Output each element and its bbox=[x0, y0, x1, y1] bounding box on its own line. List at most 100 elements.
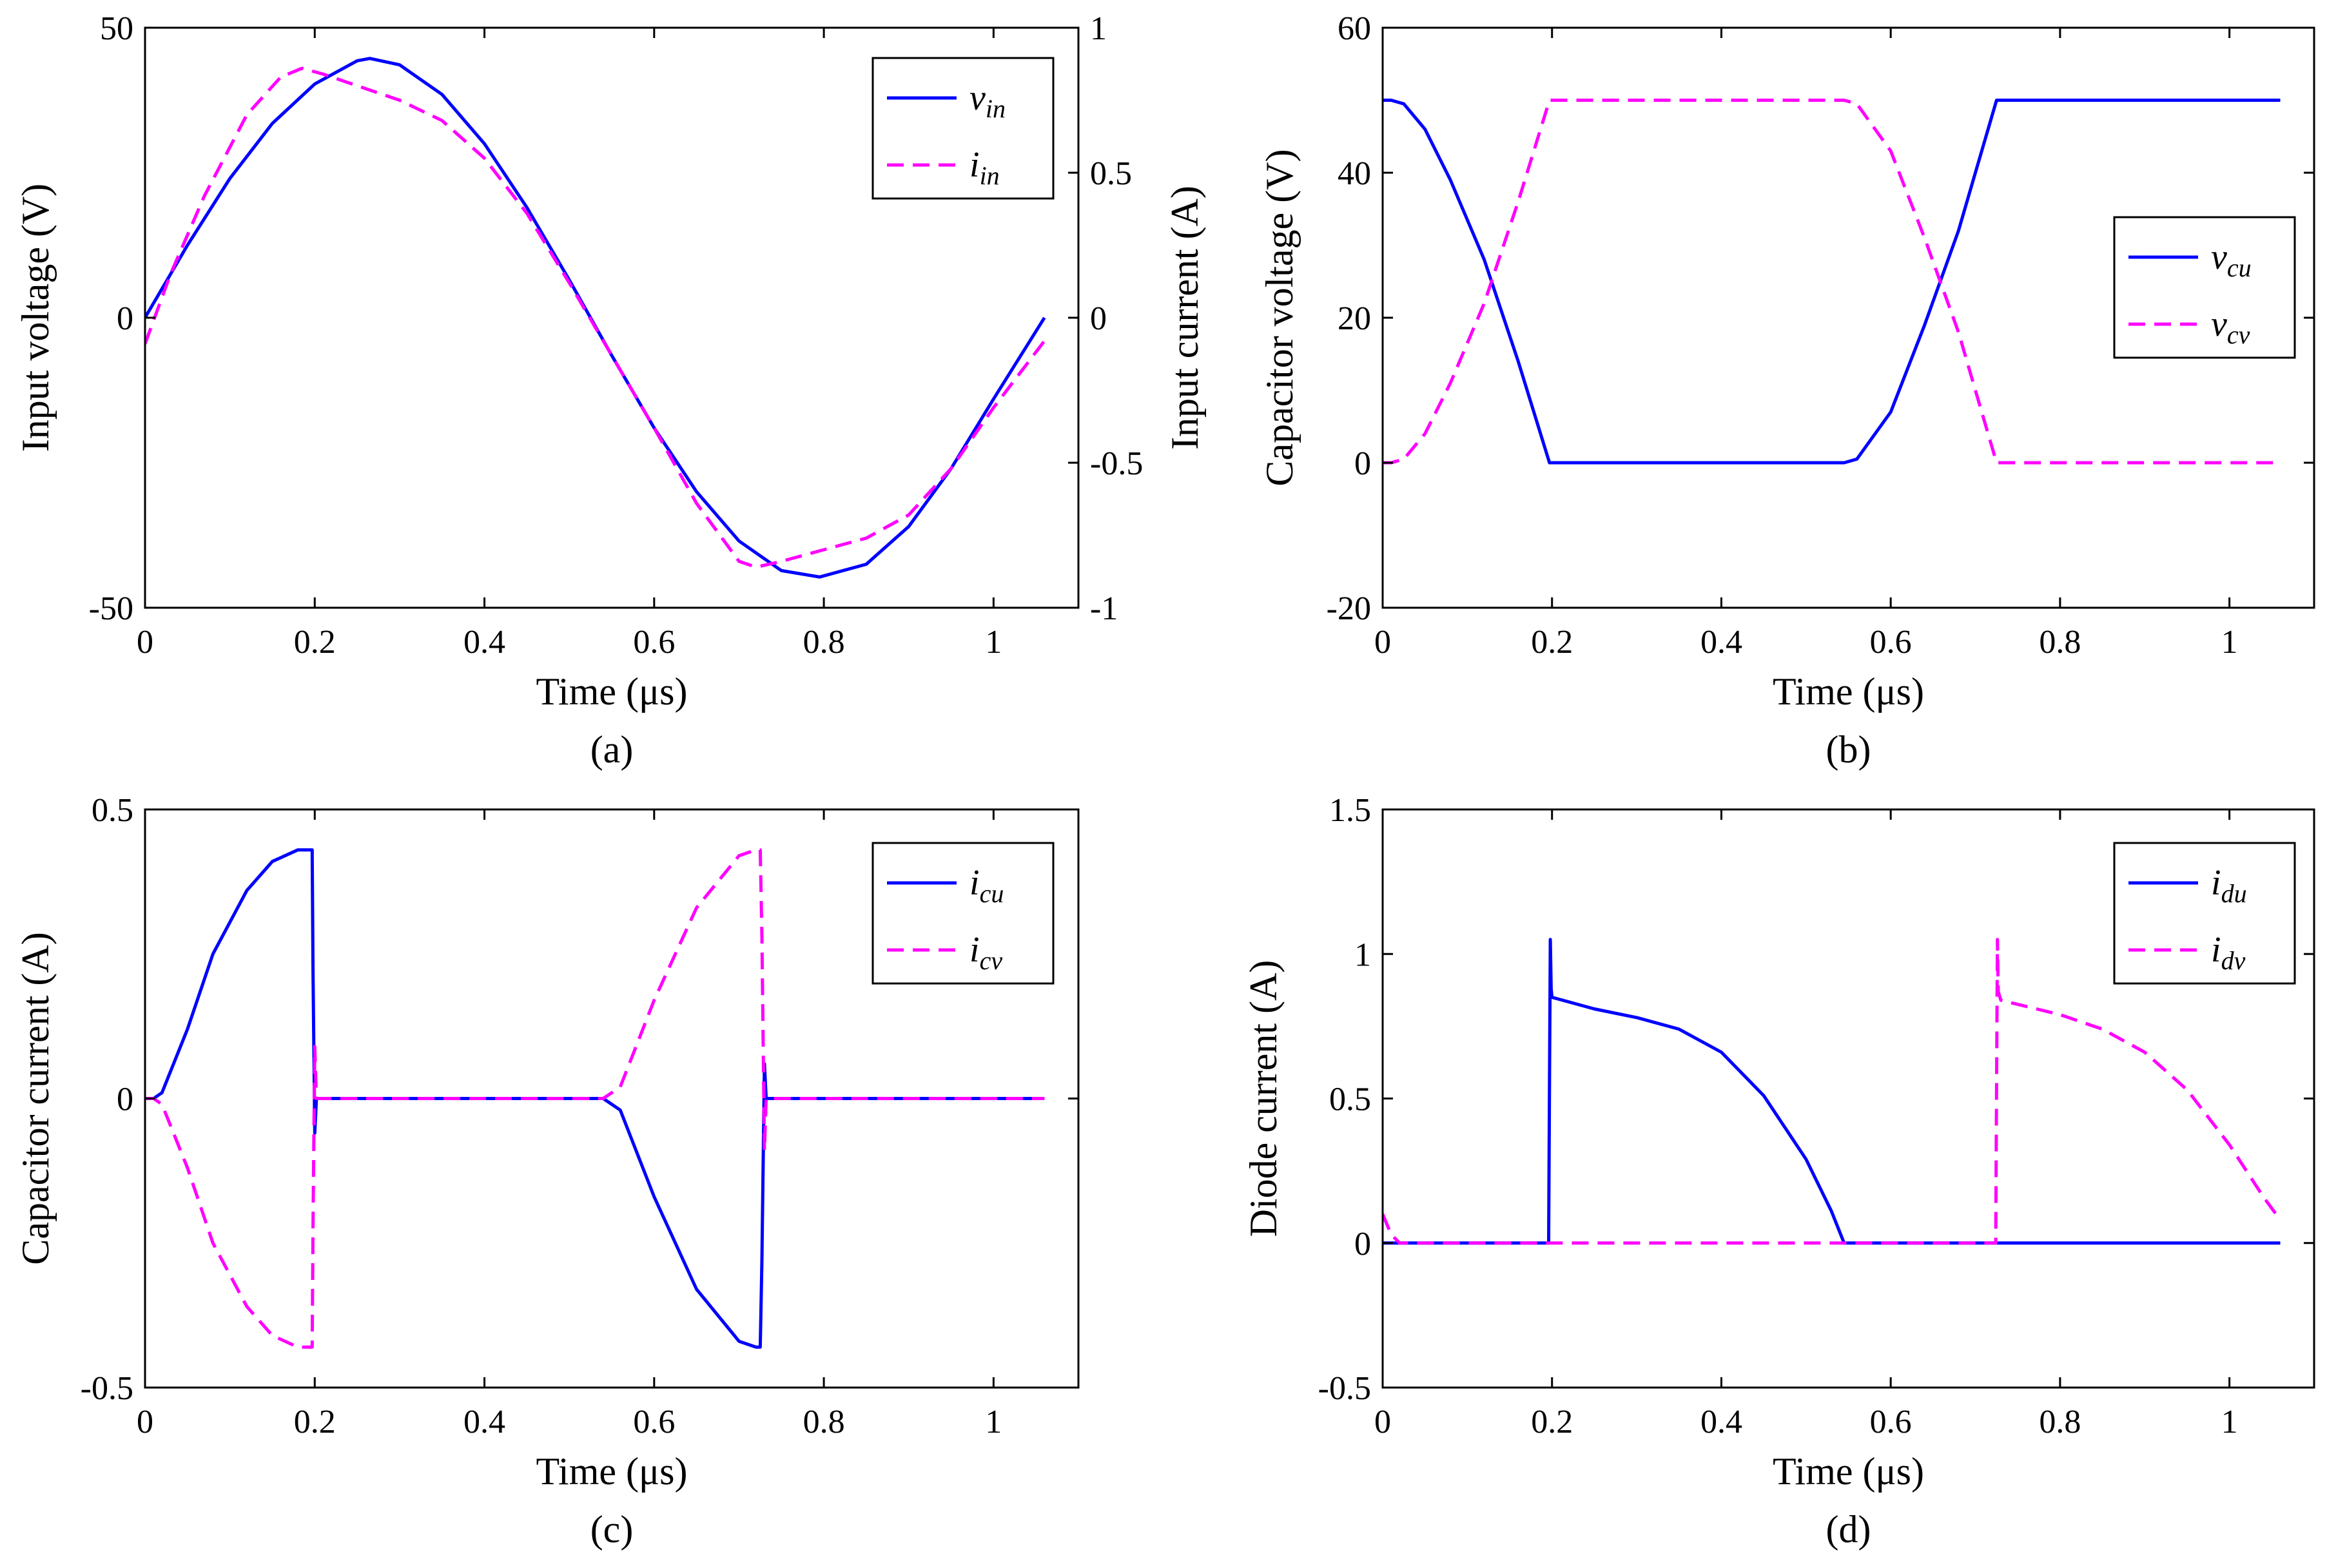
legend-box bbox=[871, 842, 1055, 985]
x-tick-label: 0.2 bbox=[1531, 1404, 1573, 1440]
legend-box bbox=[2113, 842, 2296, 985]
legend-label-i_cu: icu bbox=[969, 863, 1004, 908]
y-axis-label: Capacitor current (A) bbox=[14, 932, 57, 1264]
legend-label-main: i bbox=[969, 930, 980, 970]
y-tick-label: 0.5 bbox=[1329, 1081, 1371, 1118]
y-tick-label: 1.5 bbox=[1329, 792, 1371, 829]
legend-box bbox=[2113, 216, 2296, 359]
series-line-i_cv bbox=[145, 848, 1045, 1349]
series-line-i_in bbox=[145, 66, 1046, 569]
y-tick-label: 1 bbox=[1354, 936, 1371, 973]
y-tick-label: -0.5 bbox=[1318, 1370, 1371, 1407]
panel-caption: (c) bbox=[590, 1508, 634, 1551]
legend-label-sub: dv bbox=[2221, 946, 2246, 975]
legend-label-sub: cu bbox=[980, 879, 1004, 908]
x-tick-label: 1 bbox=[985, 1404, 1002, 1440]
x-axis-label: Time (μs) bbox=[536, 670, 688, 713]
y-tick-label: 0 bbox=[1354, 445, 1371, 482]
panel-caption: (b) bbox=[1826, 728, 1871, 771]
x-tick-label: 0.8 bbox=[803, 624, 845, 661]
legend-label-i_cv: icv bbox=[969, 930, 1002, 975]
y-tick-label: -20 bbox=[1327, 590, 1371, 627]
legend-b: vcu vcv bbox=[2113, 216, 2296, 359]
x-tick-label: 1 bbox=[2221, 624, 2238, 661]
series-line-v_cv bbox=[1383, 99, 2281, 465]
y-tick-label: -50 bbox=[89, 590, 133, 627]
legend-label-main: i bbox=[969, 863, 980, 903]
y-tick-label: 0 bbox=[1354, 1226, 1371, 1263]
series-group-a bbox=[145, 57, 1046, 579]
legend-label-i_in: iin bbox=[969, 145, 1000, 190]
x-axis-label: Time (μs) bbox=[536, 1450, 688, 1493]
y-axis-label: Capacitor voltage (V) bbox=[1258, 149, 1301, 486]
legend-label-i_dv: idv bbox=[2211, 930, 2246, 975]
legend-label-main: v bbox=[2211, 237, 2227, 277]
y2-tick-label: -1 bbox=[1090, 590, 1118, 627]
y-tick-label: 20 bbox=[1338, 300, 1371, 337]
legend-label-v_cv: vcv bbox=[2211, 304, 2250, 349]
x-tick-label: 0.6 bbox=[633, 1404, 675, 1440]
y-tick-label: 40 bbox=[1338, 155, 1371, 192]
x-tick-label: 0.8 bbox=[2039, 624, 2081, 661]
y-tick-label: 0 bbox=[117, 300, 133, 337]
x-axis-label: Time (μs) bbox=[1773, 1450, 1924, 1493]
legend-label-sub: cv bbox=[980, 946, 1003, 975]
panel-caption: (d) bbox=[1826, 1508, 1871, 1551]
legend-label-sub: in bbox=[986, 94, 1006, 123]
y2-tick-label: 1 bbox=[1090, 10, 1107, 47]
legend-label-main: v bbox=[969, 78, 986, 118]
legend-label-main: v bbox=[2211, 304, 2227, 344]
y2-tick-label: 0 bbox=[1090, 300, 1107, 337]
y2-tick-label: -0.5 bbox=[1090, 445, 1143, 482]
x-tick-label: 0.4 bbox=[1700, 1404, 1742, 1440]
legend-label-v_in: vin bbox=[969, 78, 1006, 123]
legend-label-i_du: idu bbox=[2211, 863, 2247, 908]
series-line-i_du bbox=[1383, 938, 2281, 1245]
y-tick-label: 0 bbox=[117, 1081, 133, 1118]
x-tick-label: 0.8 bbox=[2039, 1404, 2081, 1440]
x-tick-label: 0.6 bbox=[1870, 624, 1912, 661]
legend-label-main: i bbox=[2211, 863, 2221, 903]
y2-tick-label: 0.5 bbox=[1090, 155, 1132, 192]
x-axis-label: Time (μs) bbox=[1773, 670, 1924, 713]
legend-label-sub: du bbox=[2221, 879, 2247, 908]
legend-label-main: i bbox=[969, 145, 980, 185]
x-tick-label: 0 bbox=[1374, 624, 1391, 661]
legend-label-sub: cu bbox=[2227, 253, 2252, 282]
legend-label-sub: in bbox=[980, 161, 1000, 190]
series-group-b bbox=[1383, 99, 2281, 465]
x-tick-label: 0.2 bbox=[1531, 624, 1573, 661]
y-axis-label: Input voltage (V) bbox=[14, 184, 57, 452]
x-tick-label: 1 bbox=[2221, 1404, 2238, 1440]
y-tick-label: 60 bbox=[1338, 10, 1371, 47]
x-tick-label: 0 bbox=[137, 1404, 153, 1440]
series-line-v_cu bbox=[1383, 99, 2281, 465]
y-axis-label: Diode current (A) bbox=[1242, 960, 1285, 1237]
panel-caption: (a) bbox=[590, 728, 634, 771]
x-tick-label: 0.2 bbox=[294, 1404, 336, 1440]
x-tick-label: 0 bbox=[1374, 1404, 1391, 1440]
x-tick-label: 0.4 bbox=[1700, 624, 1742, 661]
x-tick-label: 0.2 bbox=[294, 624, 336, 661]
x-tick-label: 0.6 bbox=[633, 624, 675, 661]
x-tick-label: 0.8 bbox=[803, 1404, 845, 1440]
x-tick-label: 0.4 bbox=[463, 624, 505, 661]
y2-axis-label: Input current (A) bbox=[1164, 186, 1206, 450]
series-group-d bbox=[1383, 938, 2282, 1245]
series-line-i_dv bbox=[1383, 938, 2282, 1245]
y-tick-label: -0.5 bbox=[81, 1370, 133, 1407]
y-tick-label: 50 bbox=[100, 10, 133, 47]
legend-box bbox=[871, 57, 1055, 200]
x-tick-label: 0.6 bbox=[1870, 1404, 1912, 1440]
series-group-c bbox=[145, 848, 1045, 1349]
x-tick-label: 0.4 bbox=[463, 1404, 505, 1440]
x-tick-label: 1 bbox=[985, 624, 1002, 661]
